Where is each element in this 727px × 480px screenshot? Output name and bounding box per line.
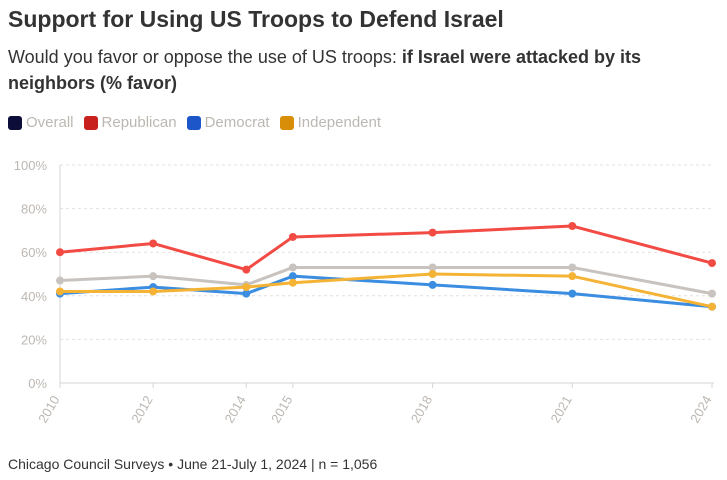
data-point-republican <box>288 232 297 241</box>
data-point-republican <box>428 228 437 237</box>
y-tick-label: 20% <box>21 332 47 347</box>
chart-title: Support for Using US Troops to Defend Is… <box>8 6 504 32</box>
legend-label: Republican <box>101 114 177 131</box>
data-point-democrat <box>288 272 297 281</box>
x-tick-label: 2021 <box>547 393 574 426</box>
legend-swatch <box>279 115 294 130</box>
x-tick-label: 2014 <box>221 393 248 426</box>
data-point-republican <box>149 239 158 248</box>
series-line-republican <box>58 224 714 272</box>
data-point-independent <box>568 272 577 281</box>
data-point-democrat <box>242 289 251 298</box>
chart-subtitle: Would you favor or oppose the use of US … <box>8 44 708 96</box>
legend-swatch <box>8 115 22 130</box>
y-tick-label: 100% <box>14 158 48 173</box>
legend-label: Democrat <box>204 114 270 131</box>
data-point-democrat <box>568 289 577 298</box>
legend-item-overall[interactable]: Overall <box>8 114 74 131</box>
y-tick-label: 80% <box>21 202 47 217</box>
data-point-independent <box>428 270 437 278</box>
data-point-independent <box>56 287 64 296</box>
y-tick-label: 0% <box>28 376 47 391</box>
data-point-overall <box>428 263 437 272</box>
legend-item-democrat[interactable]: Democrat <box>186 114 270 131</box>
data-point-democrat <box>428 280 437 289</box>
legend-item-independent[interactable]: Independent <box>279 114 382 131</box>
data-point-independent <box>242 283 251 292</box>
x-tick-label: 2018 <box>408 393 435 426</box>
subtitle-prefix: Would you favor or oppose the use of US … <box>8 47 402 67</box>
legend: Overall Republican Democrat Independent <box>8 114 381 131</box>
x-tick-label: 2010 <box>35 393 62 426</box>
data-point-overall <box>708 289 716 298</box>
data-point-republican <box>568 222 577 231</box>
x-tick-label: 2012 <box>128 393 155 426</box>
x-tick-label: 2024 <box>687 393 714 426</box>
series-line-independent <box>58 272 714 309</box>
data-point-republican <box>708 259 716 268</box>
data-point-overall <box>568 263 577 272</box>
source-note: Chicago Council Surveys • June 21-July 1… <box>8 456 378 472</box>
data-point-independent <box>708 302 716 311</box>
data-point-overall <box>288 263 297 272</box>
data-point-republican <box>242 265 251 274</box>
legend-label: Overall <box>26 114 74 131</box>
y-tick-label: 40% <box>21 289 47 304</box>
legend-label: Independent <box>297 114 382 131</box>
y-tick-label: 60% <box>21 245 47 260</box>
legend-swatch <box>186 115 201 130</box>
legend-swatch <box>83 115 98 130</box>
x-tick-label: 2015 <box>268 393 295 426</box>
data-point-overall <box>149 272 158 281</box>
data-point-overall <box>56 276 64 285</box>
data-point-republican <box>56 248 64 257</box>
line-chart: 0% 20% 40% 60% 80% 100% 2010 2012 2014 2015 2018 20… <box>14 158 716 426</box>
data-point-independent <box>288 278 297 287</box>
data-point-independent <box>149 287 158 296</box>
legend-item-republican[interactable]: Republican <box>83 114 177 131</box>
subtitle-bold: if Israel were attacked by its neighbors… <box>8 47 642 93</box>
